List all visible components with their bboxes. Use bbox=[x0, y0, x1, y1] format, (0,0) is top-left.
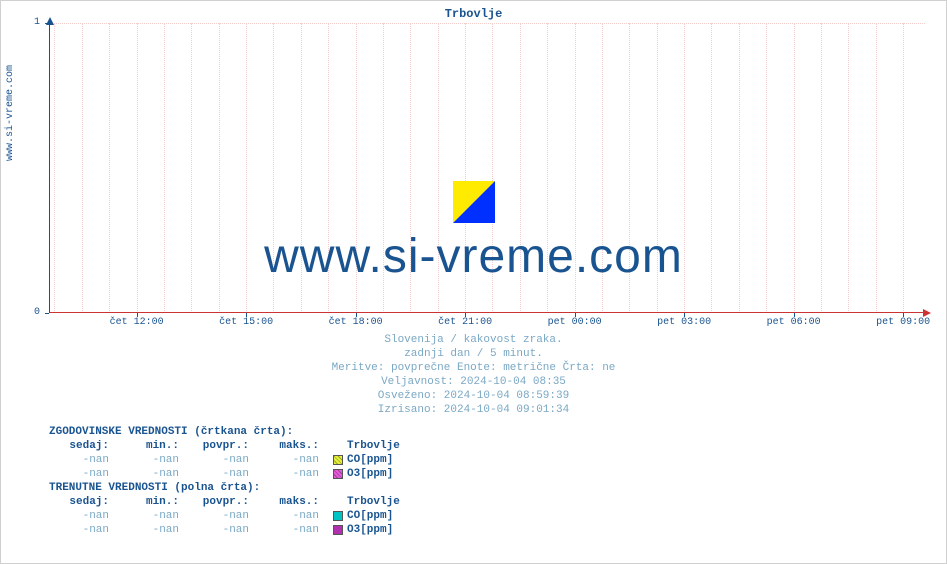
table-col-header: maks.: bbox=[259, 439, 329, 453]
table-series-label: O3[ppm] bbox=[329, 523, 393, 537]
table-series-label: CO[ppm] bbox=[329, 453, 393, 467]
table-location-header: Trbovlje bbox=[329, 439, 400, 453]
value-tables: ZGODOVINSKE VREDNOSTI (črtkana črta):sed… bbox=[49, 425, 400, 537]
table-row: -nan-nan-nan-nanO3[ppm] bbox=[49, 467, 400, 481]
table-value: -nan bbox=[259, 453, 329, 467]
table-value: -nan bbox=[119, 453, 189, 467]
meta-line-source: Slovenija / kakovost zraka. bbox=[1, 333, 946, 347]
x-tick-label: pet 06:00 bbox=[767, 317, 821, 328]
table-value: -nan bbox=[49, 523, 119, 537]
table-value: -nan bbox=[49, 467, 119, 481]
table-value: -nan bbox=[49, 453, 119, 467]
table-series-label: O3[ppm] bbox=[329, 467, 393, 481]
meta-line-refreshed: Osveženo: 2024-10-04 08:59:39 bbox=[1, 389, 946, 403]
vertical-axis-label: www.si-vreme.com bbox=[5, 65, 16, 161]
table-value: -nan bbox=[119, 509, 189, 523]
x-tick-label: pet 09:00 bbox=[876, 317, 930, 328]
table-value: -nan bbox=[259, 509, 329, 523]
table-section-header: ZGODOVINSKE VREDNOSTI (črtkana črta): bbox=[49, 425, 400, 439]
table-value: -nan bbox=[119, 467, 189, 481]
table-header-row: sedaj:min.:povpr.:maks.:Trbovlje bbox=[49, 439, 400, 453]
table-value: -nan bbox=[189, 523, 259, 537]
x-tick-label: čet 21:00 bbox=[438, 317, 492, 328]
table-row: -nan-nan-nan-nanO3[ppm] bbox=[49, 523, 400, 537]
table-value: -nan bbox=[119, 523, 189, 537]
table-header-row: sedaj:min.:povpr.:maks.:Trbovlje bbox=[49, 495, 400, 509]
table-value: -nan bbox=[259, 523, 329, 537]
table-col-header: min.: bbox=[119, 495, 189, 509]
color-swatch-icon bbox=[333, 455, 343, 465]
chart-title: Trbovlje bbox=[1, 7, 946, 21]
meta-line-period: zadnji dan / 5 minut. bbox=[1, 347, 946, 361]
x-tick-label: pet 00:00 bbox=[548, 317, 602, 328]
meta-line-validity: Veljavnost: 2024-10-04 08:35 bbox=[1, 375, 946, 389]
table-location-header: Trbovlje bbox=[329, 495, 400, 509]
table-col-header: min.: bbox=[119, 439, 189, 453]
table-col-header: povpr.: bbox=[189, 439, 259, 453]
meta-line-drawn: Izrisano: 2024-10-04 09:01:34 bbox=[1, 403, 946, 417]
y-axis bbox=[49, 23, 50, 313]
color-swatch-icon bbox=[333, 469, 343, 479]
table-series-label: CO[ppm] bbox=[329, 509, 393, 523]
y-tick-label: 1 bbox=[10, 17, 40, 28]
table-col-header: povpr.: bbox=[189, 495, 259, 509]
table-section-header: TRENUTNE VREDNOSTI (polna črta): bbox=[49, 481, 400, 495]
x-tick-label: pet 03:00 bbox=[657, 317, 711, 328]
x-tick-label: čet 15:00 bbox=[219, 317, 273, 328]
color-swatch-icon bbox=[333, 525, 343, 535]
table-value: -nan bbox=[189, 509, 259, 523]
table-col-header: sedaj: bbox=[49, 495, 119, 509]
table-col-header: sedaj: bbox=[49, 439, 119, 453]
meta-line-settings: Meritve: povprečne Enote: metrične Črta:… bbox=[1, 361, 946, 375]
table-value: -nan bbox=[189, 467, 259, 481]
table-row: -nan-nan-nan-nanCO[ppm] bbox=[49, 509, 400, 523]
color-swatch-icon bbox=[333, 511, 343, 521]
arrow-right-icon bbox=[923, 309, 931, 317]
table-row: -nan-nan-nan-nanCO[ppm] bbox=[49, 453, 400, 467]
table-col-header: maks.: bbox=[259, 495, 329, 509]
x-tick-label: čet 18:00 bbox=[329, 317, 383, 328]
table-value: -nan bbox=[189, 453, 259, 467]
chart-metadata: Slovenija / kakovost zraka. zadnji dan /… bbox=[1, 333, 946, 417]
y-tick-label: 0 bbox=[10, 307, 40, 318]
table-value: -nan bbox=[259, 467, 329, 481]
x-tick-label: čet 12:00 bbox=[110, 317, 164, 328]
table-value: -nan bbox=[49, 509, 119, 523]
chart-plot-area bbox=[49, 23, 925, 313]
